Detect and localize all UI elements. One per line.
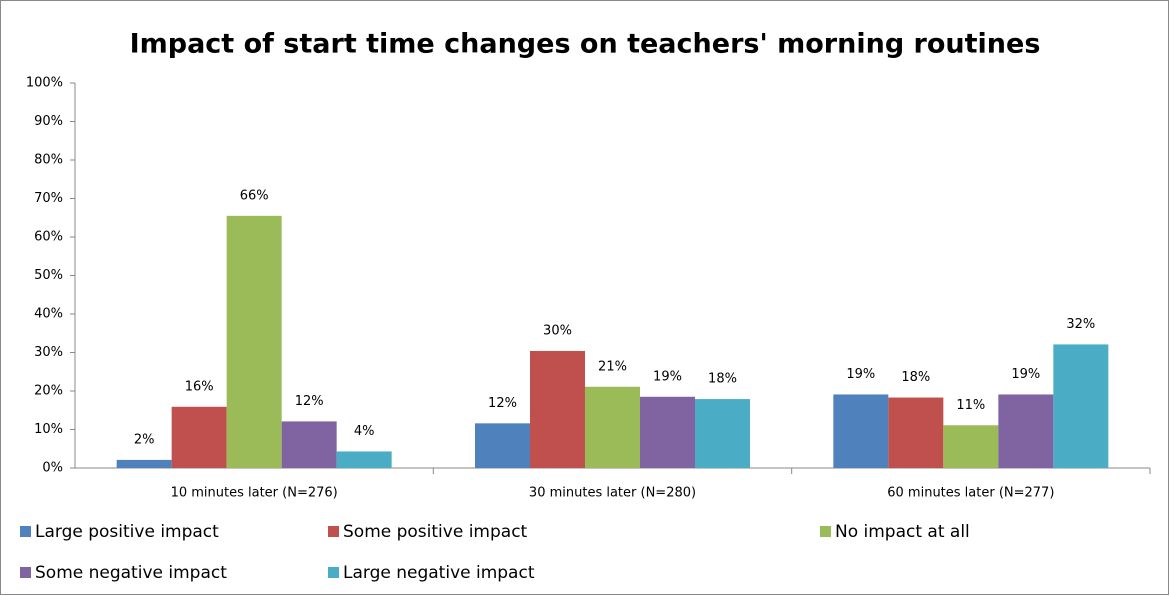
chart-title: Impact of start time changes on teachers… [130, 29, 1041, 60]
bar [833, 394, 889, 468]
value-label: 19% [653, 369, 682, 384]
x-tick-label: 10 minutes later (N=276) [171, 486, 338, 501]
y-tick-label: 30% [34, 345, 63, 360]
value-label: 4% [354, 424, 375, 439]
bar [226, 215, 282, 468]
legend-label: Some negative impact [35, 563, 227, 583]
value-label: 12% [488, 396, 517, 411]
value-label: 66% [240, 188, 269, 203]
value-label: 11% [956, 398, 985, 413]
x-tick-label: 30 minutes later (N=280) [529, 486, 696, 501]
value-label: 2% [134, 432, 155, 447]
bar [116, 459, 172, 468]
legend-swatch [820, 526, 831, 537]
value-label: 30% [543, 323, 572, 338]
legend-label: No impact at all [835, 522, 970, 542]
legend-label: Large negative impact [343, 563, 535, 583]
value-label: 32% [1066, 317, 1095, 332]
y-tick-label: 70% [34, 191, 63, 206]
value-label: 18% [901, 370, 930, 385]
value-label: 19% [846, 367, 875, 382]
bar [336, 451, 392, 468]
bar [171, 406, 227, 468]
legend-label: Large positive impact [35, 522, 219, 542]
bar [943, 425, 999, 468]
bar [1053, 344, 1109, 468]
y-tick-label: 100% [26, 76, 63, 91]
y-tick-label: 10% [34, 422, 63, 437]
y-tick-label: 50% [34, 268, 63, 283]
x-tick-label: 60 minutes later (N=277) [887, 486, 1054, 501]
bar [640, 396, 695, 468]
y-tick-label: 20% [34, 384, 63, 399]
bar [695, 399, 750, 468]
value-label: 12% [295, 394, 324, 409]
y-tick-label: 0% [42, 461, 63, 476]
value-label: 16% [185, 379, 214, 394]
y-tick-label: 40% [34, 307, 63, 322]
legend-label: Some positive impact [343, 522, 528, 542]
value-label: 19% [1011, 367, 1040, 382]
value-label: 21% [598, 359, 627, 374]
y-tick-label: 80% [34, 153, 63, 168]
bar [585, 386, 640, 468]
bar [475, 423, 530, 468]
bar [888, 397, 944, 468]
bar [281, 421, 337, 468]
bar [998, 394, 1054, 468]
legend-swatch [328, 526, 339, 537]
value-label: 18% [708, 372, 737, 387]
y-tick-label: 90% [34, 114, 63, 129]
legend-swatch [328, 567, 339, 578]
legend-swatch [20, 567, 31, 578]
y-tick-label: 60% [34, 230, 63, 245]
legend-swatch [20, 526, 31, 537]
bar [530, 350, 585, 468]
